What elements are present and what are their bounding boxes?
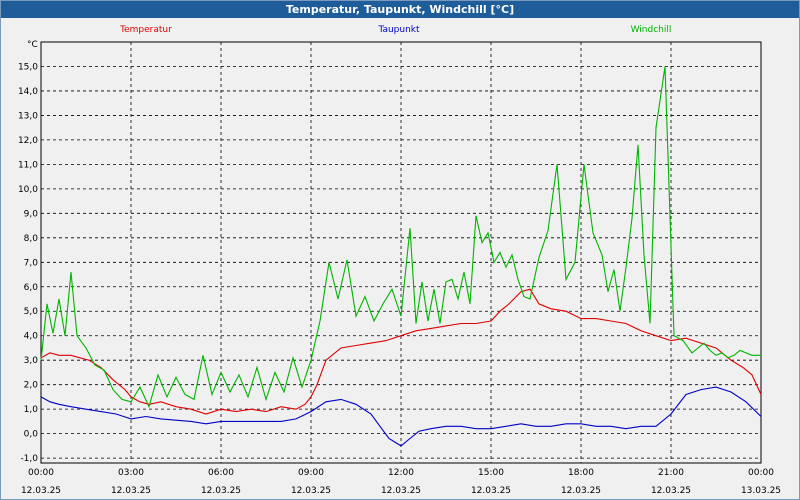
y-tick-label: 13,0 [18,111,38,121]
x-tick-date: 12.03.25 [471,486,511,496]
series-lines [40,66,762,447]
y-tick-label: 9,0 [24,209,39,219]
series-line-temperatur [40,288,762,415]
legend: Temperatur Taupunkt Windchill [119,25,671,35]
y-tick-label: 1,0 [24,405,39,415]
y-tick-label: 3,0 [24,356,39,366]
x-tick-date: 12.03.25 [651,486,691,496]
x-tick-date: 13.03.25 [741,486,781,496]
x-tick-date: 12.03.25 [381,486,421,496]
y-tick-label: 4,0 [24,332,39,342]
window-title: Temperatur, Taupunkt, Windchill [°C] [1,1,799,18]
x-tick-time: 15:00 [478,468,504,478]
grid-lines [41,42,761,463]
x-tick-time: 03:00 [118,468,144,478]
x-tick-date: 12.03.25 [201,486,241,496]
x-tick-time: 00:00 [748,468,774,478]
plot-frame [40,41,762,464]
y-tick-label: 10,0 [18,185,38,195]
y-tick-label: 12,0 [18,136,38,146]
y-tick-label: 6,0 [24,283,39,293]
y-tick-label: 7,0 [24,258,39,268]
y-axis: -1,0 0,0 1,0 2,0 3,0 4,0 5,0 6,0 7,0 8,0 9,0 10,0 11… [18,62,38,464]
y-tick-label: 11,0 [18,160,38,170]
legend-entry-temperatur: Temperatur [119,25,172,35]
x-tick-date: 12.03.25 [561,486,601,496]
x-tick-time: 09:00 [298,468,324,478]
x-tick-time: 21:00 [658,468,684,478]
series-line-taupunkt [40,386,762,447]
x-tick-time: 18:00 [568,468,594,478]
y-tick-label: 15,0 [18,62,38,72]
x-axis: 00:00 12.03.25 03:00 12.03.25 06:00 12.03.25 0… [21,468,781,496]
x-tick-time: 12:00 [388,468,414,478]
x-tick-date: 12.03.25 [291,486,331,496]
y-tick-label: 5,0 [24,307,39,317]
y-tick-label: -1,0 [20,454,38,464]
chart-area: -1,0 0,0 1,0 2,0 3,0 4,0 5,0 6,0 7,0 8,0 9,0 10,0 11… [18,25,781,496]
x-tick-date: 12.03.25 [111,486,151,496]
x-tick-date: 12.03.25 [21,486,61,496]
series-line-windchill [40,66,761,409]
y-tick-label: 14,0 [18,87,38,97]
y-tick-label: 2,0 [24,381,39,391]
y-axis-label: °C [27,40,38,50]
y-tick-label: 8,0 [24,234,39,244]
legend-entry-windchill: Windchill [631,25,672,35]
y-tick-label: 0,0 [24,430,39,440]
x-tick-time: 06:00 [208,468,234,478]
legend-entry-taupunkt: Taupunkt [377,25,420,35]
x-tick-time: 00:00 [28,468,54,478]
